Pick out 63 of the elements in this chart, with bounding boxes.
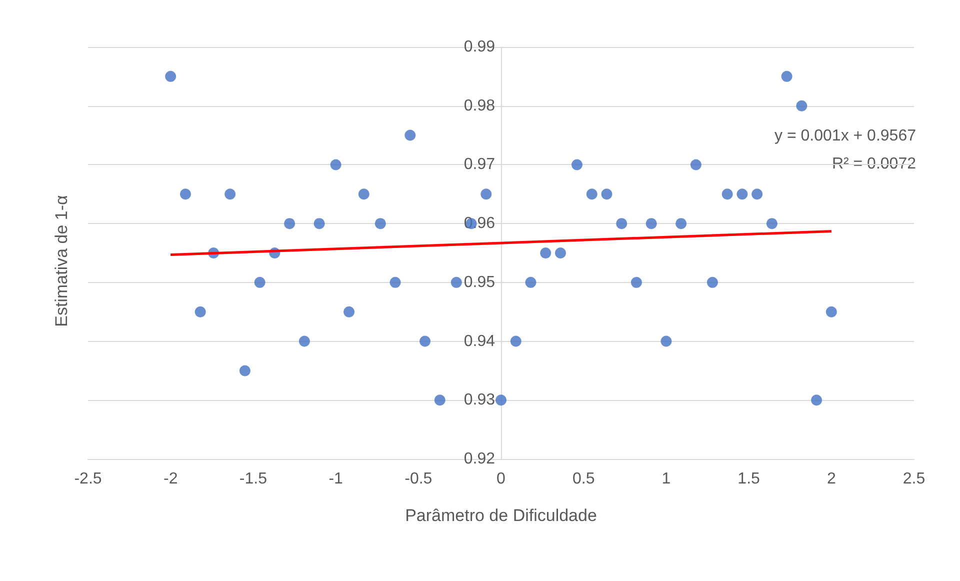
point	[298, 336, 310, 347]
point	[284, 218, 296, 230]
point	[660, 336, 672, 347]
point	[450, 276, 462, 288]
x-tick-label: 2.5	[902, 470, 926, 488]
y-tick-label: 0.97	[464, 156, 496, 174]
point	[630, 276, 642, 288]
point	[404, 130, 416, 141]
point	[510, 336, 522, 347]
point	[344, 306, 355, 318]
point	[781, 70, 792, 82]
x-tick-label: -1	[328, 470, 344, 488]
point	[646, 218, 657, 230]
point	[826, 306, 837, 318]
point	[180, 188, 191, 200]
y-tick-label: 0.94	[464, 332, 496, 350]
x-tick-label: -2	[163, 470, 178, 488]
point	[496, 394, 506, 406]
y-tick-label: 0.95	[464, 274, 496, 291]
point	[540, 248, 552, 258]
x-tick-label: -0.5	[404, 470, 432, 488]
point	[480, 188, 492, 200]
point	[811, 394, 822, 406]
y-tick-label: 0.98	[464, 97, 496, 114]
x-axis-title: Parâmetro de Dificuldade	[405, 506, 597, 525]
y-tick-label: 0.99	[464, 38, 496, 56]
point	[358, 188, 370, 200]
point	[434, 394, 446, 406]
point	[194, 306, 206, 318]
point	[314, 218, 325, 230]
point	[165, 70, 176, 82]
point	[796, 100, 808, 112]
point	[374, 218, 386, 230]
point	[224, 188, 236, 200]
point	[254, 276, 266, 288]
x-tick-label: 0.5	[572, 470, 595, 488]
point	[616, 218, 628, 230]
x-tick-label: 1	[662, 470, 671, 488]
x-tick-label: 0	[496, 470, 506, 488]
point	[736, 188, 748, 200]
point	[601, 188, 612, 200]
x-tick-label: 1.5	[738, 470, 760, 488]
point	[676, 218, 687, 230]
point	[766, 218, 778, 230]
point	[722, 188, 733, 200]
point	[390, 276, 401, 288]
y-axis-title: Estimativa de 1-α	[52, 195, 72, 327]
annotation: y = 0.001x + 0.9567	[774, 128, 916, 144]
point	[330, 159, 342, 170]
point	[586, 188, 598, 200]
x-tick-label: 2	[826, 470, 836, 488]
y-tick-label: 0.93	[464, 392, 496, 409]
point	[420, 336, 431, 347]
point	[706, 276, 718, 288]
point	[554, 248, 566, 258]
x-tick-label: -1.5	[239, 470, 268, 488]
point	[572, 159, 582, 170]
point	[525, 276, 536, 288]
point	[690, 159, 702, 170]
x-tick-label: -2.5	[74, 470, 102, 488]
point	[239, 365, 250, 376]
y-tick-label: 0.92	[464, 450, 496, 468]
point	[752, 188, 763, 200]
